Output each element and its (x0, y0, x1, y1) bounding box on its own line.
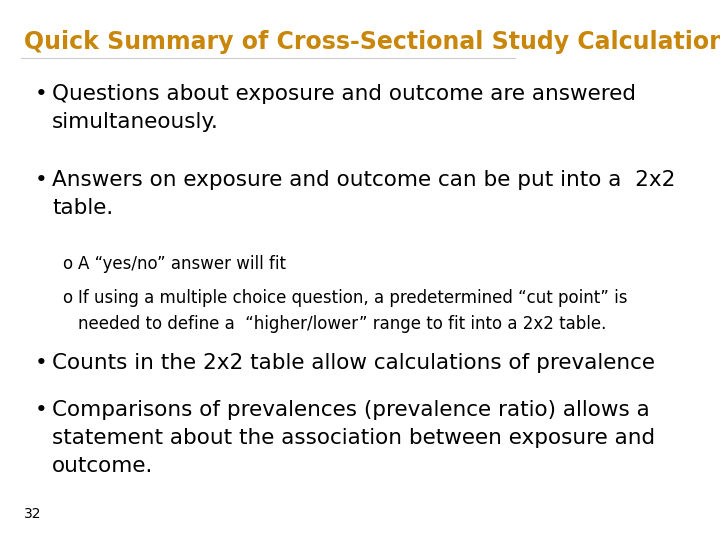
Text: needed to define a  “higher/lower” range to fit into a 2x2 table.: needed to define a “higher/lower” range … (78, 315, 606, 333)
Text: •: • (35, 400, 48, 420)
Text: o: o (62, 289, 72, 307)
Text: Answers on exposure and outcome can be put into a  2x2: Answers on exposure and outcome can be p… (52, 170, 675, 190)
Text: statement about the association between exposure and: statement about the association between … (52, 428, 655, 448)
Text: Quick Summary of Cross-Sectional Study Calculations: Quick Summary of Cross-Sectional Study C… (24, 30, 720, 53)
Text: Questions about exposure and outcome are answered: Questions about exposure and outcome are… (52, 84, 636, 104)
Text: A “yes/no” answer will fit: A “yes/no” answer will fit (78, 255, 286, 273)
Text: •: • (35, 84, 48, 104)
Text: 32: 32 (24, 507, 42, 521)
Text: simultaneously.: simultaneously. (52, 112, 219, 132)
Text: Comparisons of prevalences (prevalence ratio) allows a: Comparisons of prevalences (prevalence r… (52, 400, 650, 420)
Text: If using a multiple choice question, a predetermined “cut point” is: If using a multiple choice question, a p… (78, 289, 627, 307)
Text: •: • (35, 353, 48, 373)
Text: outcome.: outcome. (52, 456, 153, 476)
Text: o: o (62, 255, 72, 273)
Text: •: • (35, 170, 48, 190)
Text: Counts in the 2x2 table allow calculations of prevalence: Counts in the 2x2 table allow calculatio… (52, 353, 655, 373)
Text: table.: table. (52, 198, 113, 218)
